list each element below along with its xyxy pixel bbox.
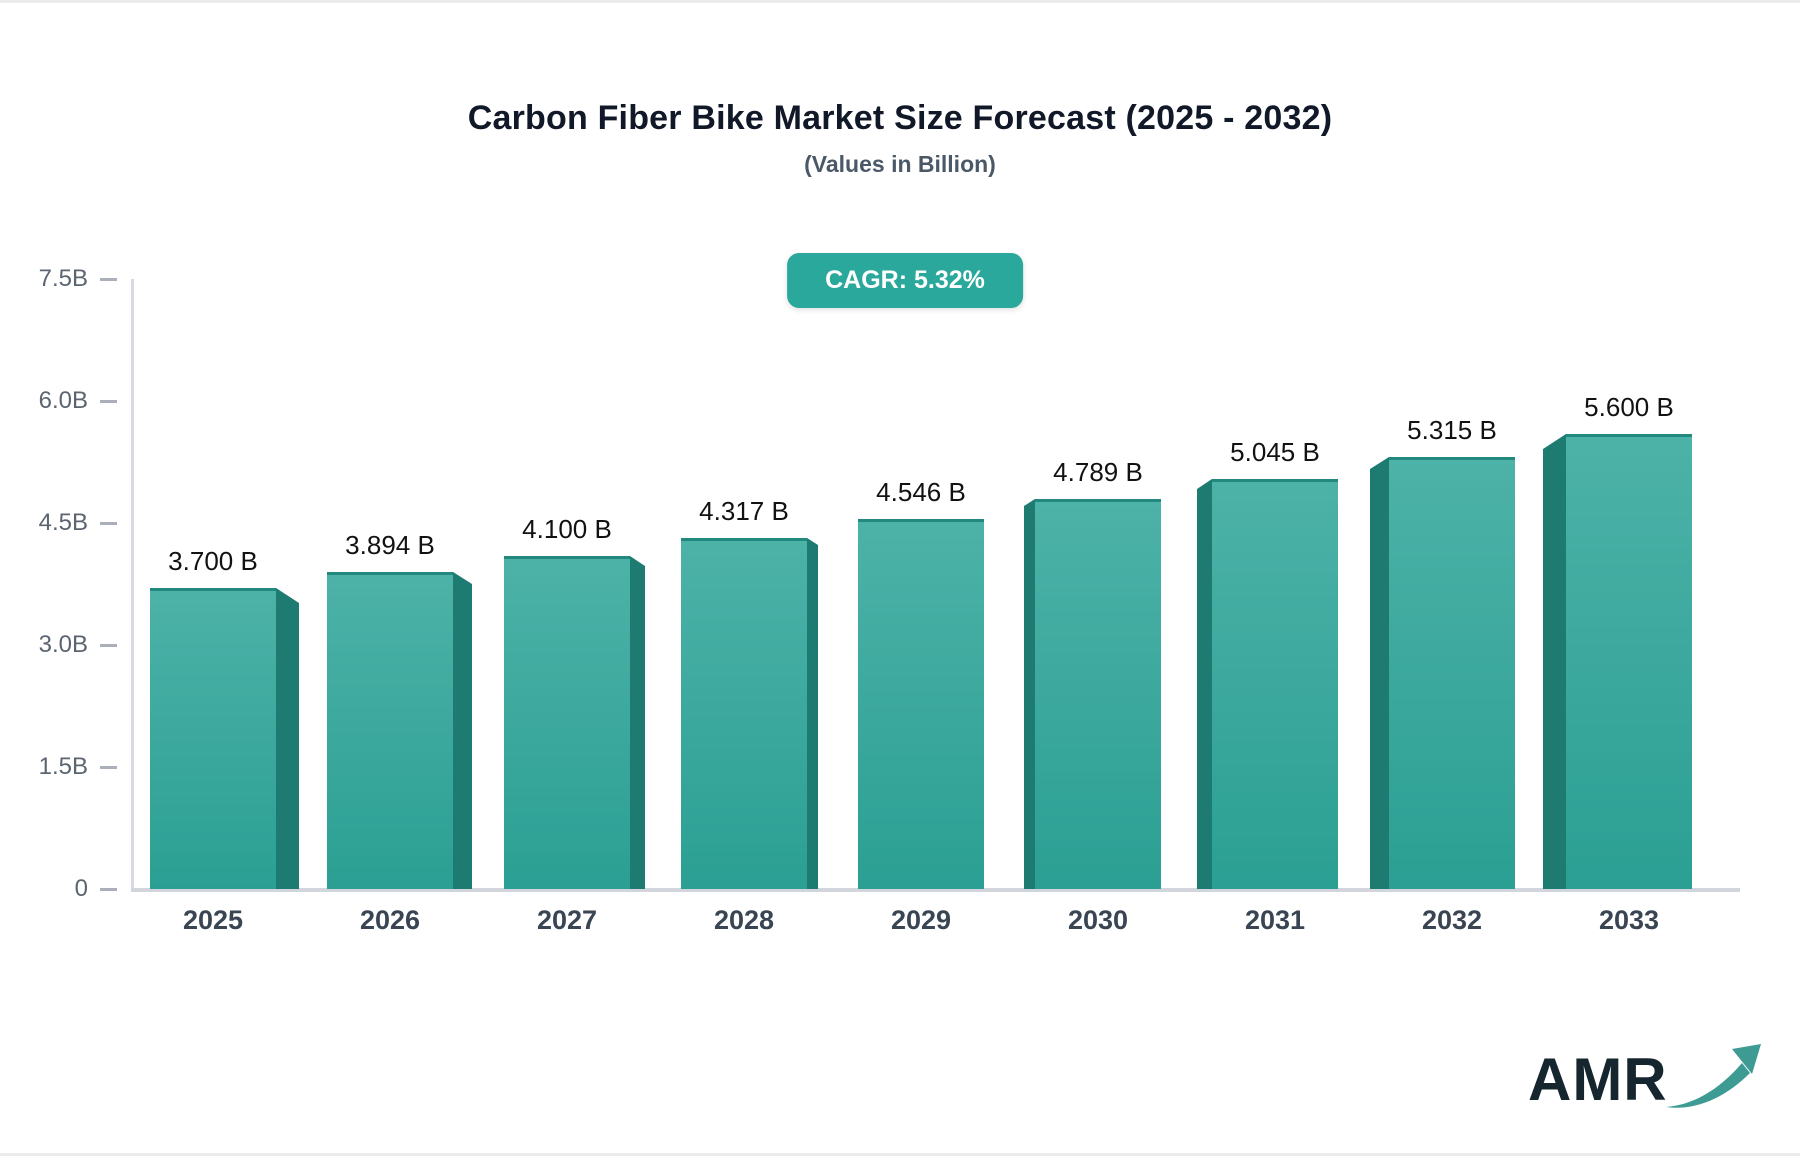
cagr-badge: CAGR: 5.32% [787, 253, 1023, 308]
x-axis-label-2027: 2027 [536, 905, 598, 935]
y-tick-label: 4.5B [38, 509, 88, 536]
growth-arrow-icon [1666, 1044, 1761, 1108]
x-axis-label-2025: 2025 [182, 905, 244, 935]
x-axis-label-2028: 2028 [713, 905, 775, 935]
y-tick-mark [100, 888, 117, 891]
y-tick-mark [100, 400, 117, 403]
x-axis-baseline [131, 888, 1740, 892]
y-tick-label: 3.0B [38, 631, 88, 658]
bar-value-label: 5.600 B [1584, 392, 1674, 422]
bar-value-label: 4.317 B [699, 496, 789, 526]
y-tick-mark [100, 278, 117, 281]
bar-value-label: 5.045 B [1230, 437, 1320, 467]
bar-side-panel [630, 556, 645, 889]
bar-side-panel [1197, 479, 1212, 889]
y-tick-label: 1.5B [38, 753, 88, 780]
chart-subtitle: (Values in Billion) [804, 151, 996, 177]
bar-2031 [1212, 479, 1338, 889]
bar-value-label: 3.700 B [168, 546, 258, 576]
bar-2032 [1389, 457, 1515, 889]
y-tick-label: 7.5B [38, 265, 88, 292]
x-axis-label-2030: 2030 [1067, 905, 1129, 935]
bar-side-panel [1543, 434, 1566, 889]
x-axis-label-2033: 2033 [1598, 905, 1660, 935]
y-axis-line [131, 279, 134, 891]
bar-side-panel [1024, 499, 1035, 889]
bar-2028 [681, 538, 807, 889]
bar-side-panel [807, 538, 818, 889]
bar-value-label: 3.894 B [345, 530, 435, 560]
bar-2029 [858, 519, 984, 889]
page-title: Carbon Fiber Bike Market Size Forecast (… [467, 99, 1333, 137]
amr-logo-text: AMR [1528, 1046, 1668, 1113]
y-tick-label: 6.0B [38, 387, 88, 414]
x-axis-label-2029: 2029 [890, 905, 952, 935]
bar-value-label: 4.546 B [876, 477, 966, 507]
bar-2033 [1566, 434, 1692, 889]
bar-value-label: 4.789 B [1053, 457, 1143, 487]
y-tick-label: 0 [74, 875, 88, 902]
y-tick-mark [100, 766, 117, 769]
y-tick-mark [100, 522, 117, 525]
bar-2027 [504, 556, 630, 889]
y-tick-mark [100, 644, 117, 647]
bar-value-label: 4.100 B [522, 514, 612, 544]
x-axis-label-2032: 2032 [1421, 905, 1483, 935]
x-axis-label-2026: 2026 [359, 905, 421, 935]
bar-2026 [327, 572, 453, 889]
bar-side-panel [276, 588, 299, 889]
bar-2025 [150, 588, 276, 889]
bar-value-label: 5.315 B [1407, 415, 1497, 445]
bar-side-panel [453, 572, 472, 889]
bar-side-panel [1370, 457, 1389, 889]
x-axis-label-2031: 2031 [1244, 905, 1306, 935]
amr-logo: AMR [1520, 1039, 1761, 1129]
bar-2030 [1035, 499, 1161, 889]
